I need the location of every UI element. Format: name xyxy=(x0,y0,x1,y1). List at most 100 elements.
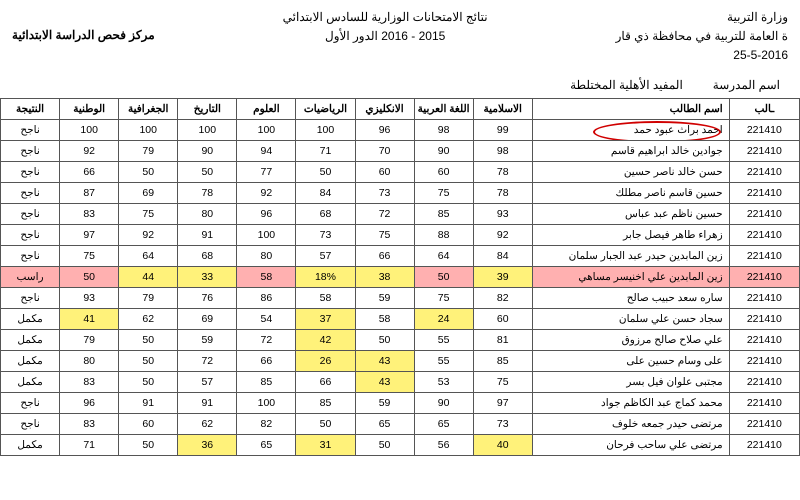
student-name-cell: مرتضى علي ساحب فرحان xyxy=(532,434,729,455)
grade-cell: 97 xyxy=(60,224,119,245)
result-cell: مكمل xyxy=(1,329,60,350)
grade-cell: 58 xyxy=(296,287,355,308)
grade-cell: 68 xyxy=(296,203,355,224)
table-row: 221410حسين ناظم عبد عباس9385726896807583… xyxy=(1,203,800,224)
column-header: النتيجة xyxy=(1,98,60,119)
student-name-cell: ساره سعد حبيب صالح xyxy=(532,287,729,308)
student-name-cell: علي صلاح صالح مرزوق xyxy=(532,329,729,350)
grade-cell: 65 xyxy=(237,434,296,455)
grade-cell: 71 xyxy=(60,434,119,455)
grade-cell: 93 xyxy=(60,287,119,308)
grade-cell: 31 xyxy=(296,434,355,455)
table-row: 221410علي صلاح صالح مرزوق815550427259507… xyxy=(1,329,800,350)
student-name-cell: محمد كماج عبد الكاظم جواد xyxy=(532,392,729,413)
grade-cell: 92 xyxy=(60,140,119,161)
grade-cell: 80 xyxy=(237,245,296,266)
result-cell: ناجح xyxy=(1,392,60,413)
grade-cell: 55 xyxy=(414,329,473,350)
grade-cell: 78 xyxy=(178,182,237,203)
student-name-cell: حسين قاسم ناصر مطلك xyxy=(532,182,729,203)
result-cell: ناجح xyxy=(1,245,60,266)
grade-cell: 100 xyxy=(296,119,355,140)
student-name-cell: سجاد حسن علي سلمان xyxy=(532,308,729,329)
student-id-cell: 221410 xyxy=(729,182,799,203)
grade-cell: 59 xyxy=(355,392,414,413)
result-cell: ناجح xyxy=(1,182,60,203)
grade-cell: 50 xyxy=(355,434,414,455)
student-id-cell: 221410 xyxy=(729,371,799,392)
grade-cell: 73 xyxy=(355,182,414,203)
student-name-cell: زهراء طاهر فيصل جابر xyxy=(532,224,729,245)
grade-cell: 75 xyxy=(119,203,178,224)
grade-cell: 50 xyxy=(119,329,178,350)
result-cell: مكمل xyxy=(1,350,60,371)
grade-cell: 62 xyxy=(178,413,237,434)
grade-cell: 43 xyxy=(355,350,414,371)
grade-cell: 96 xyxy=(237,203,296,224)
column-header: الوطنية xyxy=(60,98,119,119)
column-header: اللغة العربية xyxy=(414,98,473,119)
title-line2: 2015 - 2016 الدور الأول xyxy=(283,27,488,46)
grade-cell: 24 xyxy=(414,308,473,329)
grade-cell: 62 xyxy=(119,308,178,329)
grade-cell: 79 xyxy=(119,287,178,308)
grade-cell: 55 xyxy=(414,350,473,371)
grade-cell: 78 xyxy=(473,161,532,182)
student-id-cell: 221410 xyxy=(729,161,799,182)
grade-cell: 88 xyxy=(414,224,473,245)
table-row: 221410حسن خالد ناصر حسين7860605077505066… xyxy=(1,161,800,182)
grade-cell: 80 xyxy=(60,350,119,371)
grade-cell: 83 xyxy=(60,203,119,224)
grade-cell: 53 xyxy=(414,371,473,392)
highlight-ellipse xyxy=(593,121,721,141)
grade-cell: 50 xyxy=(296,413,355,434)
school-row: اسم المدرسة المفيد الأهلية المختلطة xyxy=(0,70,800,98)
student-name-cell: زين المابدين حيدر عبد الجبار سلمان xyxy=(532,245,729,266)
page-header: وزارة التربية ة العامة للتربية في محافظة… xyxy=(0,0,800,70)
grade-cell: 90 xyxy=(414,140,473,161)
grade-cell: 57 xyxy=(178,371,237,392)
result-cell: مكمل xyxy=(1,434,60,455)
grade-cell: 96 xyxy=(60,392,119,413)
grade-cell: 76 xyxy=(178,287,237,308)
grade-cell: 57 xyxy=(296,245,355,266)
result-cell: مكمل xyxy=(1,308,60,329)
student-id-cell: 221410 xyxy=(729,413,799,434)
grade-cell: 70 xyxy=(355,140,414,161)
grade-cell: 83 xyxy=(60,371,119,392)
student-name-cell: جوادين خالد ابراهيم قاسم xyxy=(532,140,729,161)
grade-cell: 50 xyxy=(296,161,355,182)
grade-cell: 58 xyxy=(355,308,414,329)
grade-cell: 75 xyxy=(414,182,473,203)
grade-cell: 66 xyxy=(355,245,414,266)
column-header: التاريخ xyxy=(178,98,237,119)
title-line1: نتائج الامتحانات الوزارية للسادس الابتدا… xyxy=(283,8,488,27)
grade-cell: 77 xyxy=(237,161,296,182)
header-left: مركز فحص الدراسة الابتدائية xyxy=(12,26,155,66)
grade-cell: 56 xyxy=(414,434,473,455)
column-header: الرياضيات xyxy=(296,98,355,119)
table-row: 221410على وسام حسين على8555432666725080م… xyxy=(1,350,800,371)
grade-cell: 97 xyxy=(473,392,532,413)
grade-cell: 41 xyxy=(60,308,119,329)
grade-cell: 71 xyxy=(296,140,355,161)
table-row: 221410مجتبى علوان فيل بسر755343668557508… xyxy=(1,371,800,392)
student-name-cell: مجتبى علوان فيل بسر xyxy=(532,371,729,392)
grade-cell: 60 xyxy=(414,161,473,182)
grade-cell: 66 xyxy=(237,350,296,371)
grade-cell: 73 xyxy=(473,413,532,434)
grade-cell: 86 xyxy=(237,287,296,308)
grade-cell: 96 xyxy=(355,119,414,140)
student-name-cell: حسن خالد ناصر حسين xyxy=(532,161,729,182)
header-right: وزارة التربية ة العامة للتربية في محافظة… xyxy=(616,8,788,66)
result-cell: مكمل xyxy=(1,371,60,392)
grade-cell: 99 xyxy=(473,119,532,140)
grade-cell: 98 xyxy=(473,140,532,161)
grade-cell: 69 xyxy=(178,308,237,329)
table-row: 221410ساره سعد حبيب صالح8275595886767993… xyxy=(1,287,800,308)
grade-cell: 33 xyxy=(178,266,237,287)
grade-cell: 80 xyxy=(178,203,237,224)
grade-cell: 18% xyxy=(296,266,355,287)
grade-cell: 100 xyxy=(237,224,296,245)
table-row: 221410احمد براث عبود حمد9998961001001001… xyxy=(1,119,800,140)
